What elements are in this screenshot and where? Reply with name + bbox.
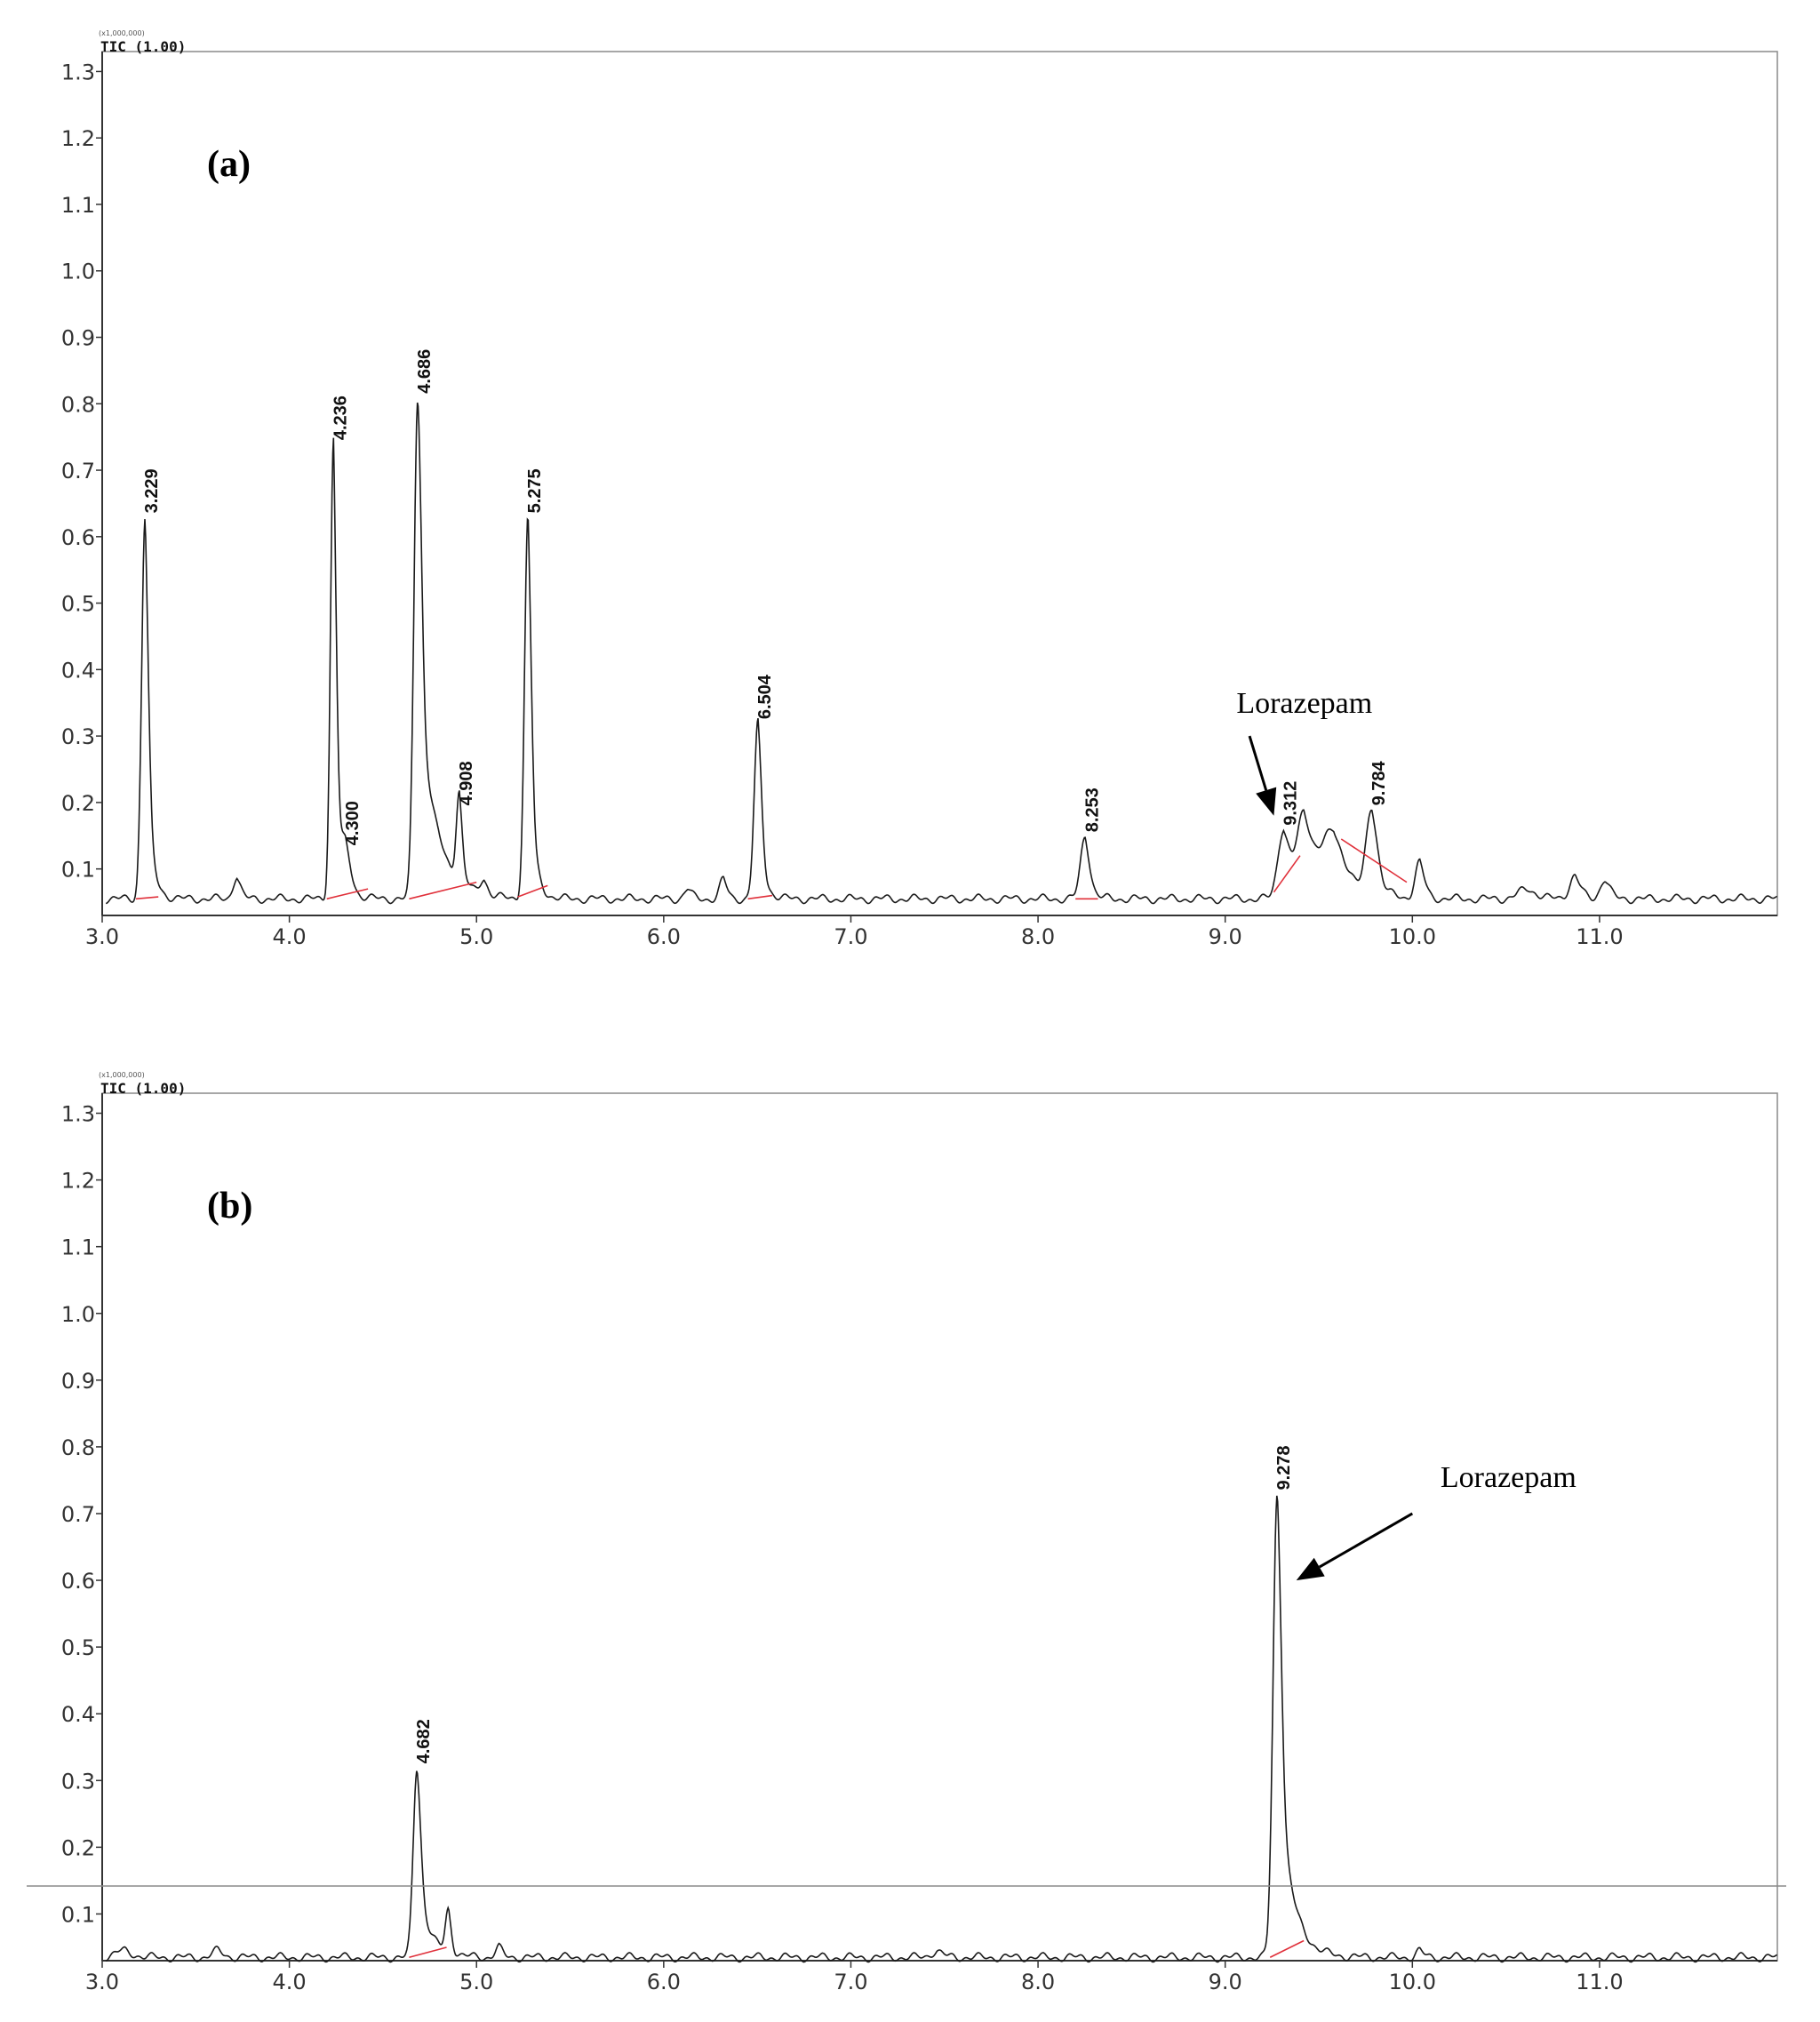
x-tick-label: 11.0 [1576,1970,1623,1994]
y-tick-label: 0.9 [61,326,95,351]
chromatogram-trace [105,1495,1778,1963]
y-tick-label: 0.8 [61,1435,95,1460]
integration-baseline [135,896,159,900]
panel-label: (b) [207,1186,252,1227]
plot-frame [101,51,1778,916]
x-tick-label: 10.0 [1389,1970,1436,1994]
annotation-arrow-shaft [1248,735,1268,791]
integration-baseline [1273,855,1301,893]
peak-label: 9.784 [1369,760,1389,805]
x-tick-label: 5.0 [459,924,493,949]
y-tick-label: 0.2 [61,791,95,816]
plot-frame [101,1092,1778,1962]
signal-label: TIC (1.00) [100,38,186,55]
x-tick-label: 7.0 [834,924,867,949]
x-tick-label: 8.0 [1021,1970,1055,1994]
x-tick-label: 6.0 [647,1970,681,1994]
peak-label: 4.682 [414,1719,434,1763]
x-tick-label: 7.0 [834,1970,867,1994]
peak-label: 9.312 [1281,781,1300,826]
y-tick-label: 1.0 [61,1302,95,1327]
y-tick-label: 0.5 [61,592,95,617]
peak-label: 9.278 [1274,1445,1294,1490]
x-tick-label: 8.0 [1021,924,1055,949]
x-tick-label: 6.0 [647,924,681,949]
x-tick-label: 9.0 [1209,1970,1242,1994]
peak-label: 4.686 [415,349,435,394]
peak-label: 5.275 [525,468,545,513]
y-tick-label: 1.3 [61,60,95,84]
y-tick-label: 1.2 [61,126,95,151]
annotation-label: Lorazepam [1236,687,1372,720]
y-tick-label: 0.6 [61,525,95,550]
x-tick-label: 9.0 [1209,924,1242,949]
scale-label: (x1,000,000) [99,1071,145,1079]
integration-baseline [1269,1939,1305,1958]
annotation-arrow-head [1256,787,1277,816]
x-tick-label: 4.0 [273,1970,307,1994]
chromatogram-trace [106,402,1777,905]
integration-baseline [747,894,773,900]
panel-label: (a) [207,144,251,185]
y-tick-label: 1.2 [61,1169,95,1194]
integration-baseline [1340,838,1408,883]
annotation-arrow-shaft [1318,1512,1414,1569]
y-tick-label: 0.4 [61,658,95,683]
y-tick-label: 0.8 [61,392,95,417]
y-tick-label: 0.3 [61,724,95,749]
y-tick-label: 1.1 [61,1235,95,1260]
y-tick-label: 0.9 [61,1369,95,1394]
y-tick-label: 0.5 [61,1635,95,1660]
y-tick-label: 0.3 [61,1769,95,1794]
y-tick-label: 0.4 [61,1702,95,1727]
y-tick-label: 0.6 [61,1569,95,1594]
y-tick-label: 0.7 [61,1502,95,1527]
peak-label: 4.300 [343,801,363,845]
y-tick-label: 0.1 [61,1902,95,1927]
y-tick-label: 1.0 [61,260,95,284]
y-tick-label: 0.2 [61,1835,95,1860]
signal-label: TIC (1.00) [100,1080,186,1097]
annotation-label: Lorazepam [1441,1461,1577,1494]
peak-label: 4.236 [331,396,350,440]
x-tick-label: 10.0 [1389,924,1436,949]
x-tick-label: 4.0 [273,924,307,949]
scale-label: (x1,000,000) [99,29,145,37]
annotation-arrow-head [1296,1557,1325,1581]
integration-baseline [517,884,548,898]
y-tick-label: 0.1 [61,858,95,883]
x-tick-label: 3.0 [85,1970,119,1994]
x-tick-label: 3.0 [85,924,119,949]
peak-label: 6.504 [755,674,775,719]
peak-label: 4.908 [457,761,476,805]
x-tick-label: 5.0 [459,1970,493,1994]
panel-a: (x1,000,000)TIC (1.00) (a) 0.1 0.2 0.3 0.4 0.5… [61,29,1778,949]
y-tick-label: 0.7 [61,459,95,484]
y-tick-label: 1.3 [61,1102,95,1127]
integration-baseline [409,1946,447,1959]
peak-label: 3.229 [142,468,162,513]
integration-baseline [326,888,369,900]
y-tick-label: 1.1 [61,193,95,218]
peak-label: 8.253 [1082,787,1102,832]
integration-baseline [409,881,477,900]
panel-b: (x1,000,000)TIC (1.00) (b) 0.1 0.2 0.3 0.4 0.5… [61,1071,1778,1994]
x-tick-label: 11.0 [1576,924,1623,949]
